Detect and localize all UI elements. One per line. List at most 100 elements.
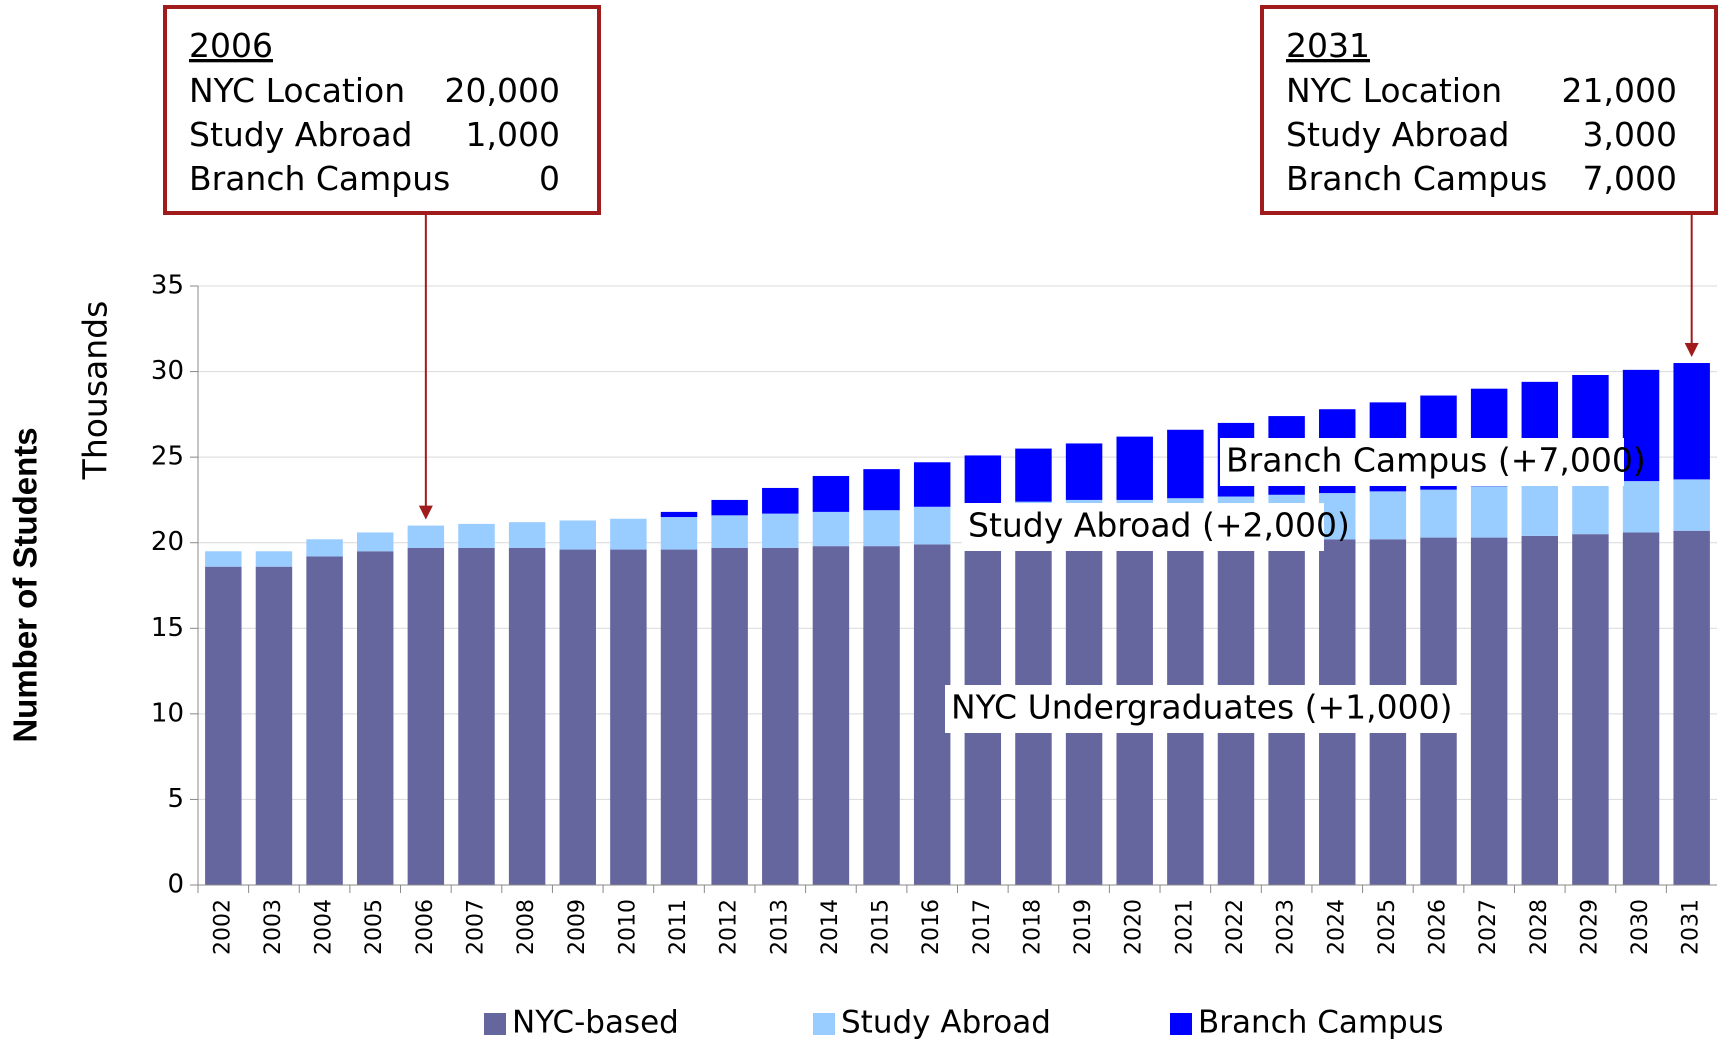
bar-segment: [255, 566, 293, 885]
annotation-row-value: 0: [539, 159, 560, 198]
bar-segment: [1572, 534, 1609, 885]
x-tick-label: 2025: [1375, 899, 1400, 955]
bar-segment: [1673, 530, 1710, 885]
bar-segment: [1470, 537, 1508, 885]
arrow-head: [418, 505, 433, 520]
bar-segment: [812, 546, 850, 885]
y-tick-label: 0: [167, 870, 184, 900]
annotation-title: 2031: [1286, 26, 1370, 65]
bar-segment: [913, 462, 951, 507]
bar-segment: [863, 546, 900, 885]
bar-segment: [913, 544, 951, 885]
label-background: [962, 503, 1324, 551]
bar-segment: [660, 511, 698, 518]
bar-segment: [1470, 486, 1508, 538]
y-tick-label: 5: [167, 784, 184, 814]
x-tick-label: 2014: [818, 899, 843, 955]
bar-segment: [458, 547, 495, 885]
bar-segment: [508, 522, 546, 548]
x-tick-label: 2016: [919, 899, 944, 955]
bar-segment: [964, 455, 1002, 504]
bar-segment: [863, 510, 900, 547]
x-tick-label: 2031: [1679, 899, 1704, 955]
x-tick-label: 2010: [615, 899, 640, 955]
arrow-head: [1684, 343, 1699, 358]
bar-segment: [762, 487, 799, 514]
bar-segment: [1622, 369, 1660, 482]
bar-segment: [1622, 481, 1660, 533]
x-tick-label: 2019: [1071, 899, 1096, 955]
bar-segment: [1622, 532, 1660, 885]
bar-segment: [508, 547, 546, 885]
x-tick-label: 2030: [1628, 899, 1653, 955]
y-tick-label: 15: [151, 613, 184, 643]
x-tick-label: 2008: [514, 899, 539, 955]
annotation-row-value: 7,000: [1583, 159, 1677, 198]
x-tick-label: 2004: [312, 899, 337, 955]
annotation-row-label: Branch Campus: [189, 159, 450, 198]
annotation-box: [1260, 5, 1718, 215]
x-tick-label: 2003: [261, 899, 286, 955]
y-axis-title: Number of Students: [7, 427, 44, 742]
annotation-row-label: Branch Campus: [1286, 159, 1547, 198]
x-tick-label: 2002: [210, 899, 235, 955]
bar-segment: [711, 547, 748, 885]
x-tick-label: 2011: [666, 899, 691, 955]
bar-segment: [1521, 484, 1559, 536]
bar-segment: [711, 515, 748, 548]
x-tick-label: 2027: [1476, 899, 1501, 955]
segment-label: Study Abroad (+2,000): [968, 506, 1350, 545]
bar-segment: [1673, 479, 1710, 531]
bar-segment: [458, 523, 495, 548]
annotation-row-value: 20,000: [445, 71, 560, 110]
bar-segment: [762, 513, 799, 548]
legend-label: Branch Campus: [1198, 1005, 1444, 1041]
bar-segment: [356, 551, 394, 885]
annotation-row-value: 1,000: [466, 115, 560, 154]
label-background: [1220, 438, 1624, 486]
x-tick-label: 2012: [717, 899, 742, 955]
bar-segment: [863, 469, 900, 511]
bar-segment: [711, 499, 748, 516]
bar-segment: [356, 532, 394, 552]
bar-segment: [306, 539, 343, 557]
bar-segment: [407, 525, 445, 548]
bar-segment: [913, 506, 951, 545]
y-tick-label: 20: [151, 527, 184, 557]
y-tick-label: 10: [151, 698, 184, 728]
x-tick-label: 2013: [767, 899, 792, 955]
bar-segment: [205, 566, 242, 885]
x-tick-label: 2024: [1324, 899, 1349, 955]
bar-segment: [1065, 443, 1103, 500]
x-tick-label: 2023: [1274, 899, 1299, 955]
bar-segment: [1521, 535, 1559, 885]
x-tick-label: 2022: [1223, 899, 1248, 955]
legend-label: Study Abroad: [841, 1005, 1051, 1041]
segment-label: NYC Undergraduates (+1,000): [951, 688, 1453, 727]
bar-segment: [255, 551, 293, 567]
annotation-box: [163, 5, 601, 215]
segment-label: Branch Campus (+7,000): [1226, 441, 1646, 480]
x-tick-label: 2029: [1577, 899, 1602, 955]
x-tick-label: 2017: [970, 899, 995, 955]
x-tick-label: 2015: [869, 899, 894, 955]
legend-swatch: [1170, 1013, 1192, 1035]
annotation-row-label: Study Abroad: [1286, 115, 1510, 154]
legend-swatch: [813, 1013, 835, 1035]
annotation-row-label: NYC Location: [1286, 71, 1502, 110]
x-tick-label: 2021: [1172, 899, 1197, 955]
bar-segment: [610, 518, 647, 550]
bar-segment: [205, 551, 242, 567]
legend-label: NYC-based: [512, 1005, 679, 1041]
bar-segment: [1319, 493, 1356, 540]
annotation-row-label: NYC Location: [189, 71, 405, 110]
bar-segment: [1369, 491, 1407, 540]
bar-segment: [407, 547, 445, 885]
bar-segment: [1673, 363, 1710, 480]
x-tick-label: 2020: [1122, 899, 1147, 955]
x-tick-label: 2026: [1426, 899, 1451, 955]
bar-segment: [1167, 429, 1204, 499]
y-tick-label: 25: [151, 442, 184, 472]
bar-segment: [1572, 482, 1609, 535]
annotation-row-label: Study Abroad: [189, 115, 413, 154]
